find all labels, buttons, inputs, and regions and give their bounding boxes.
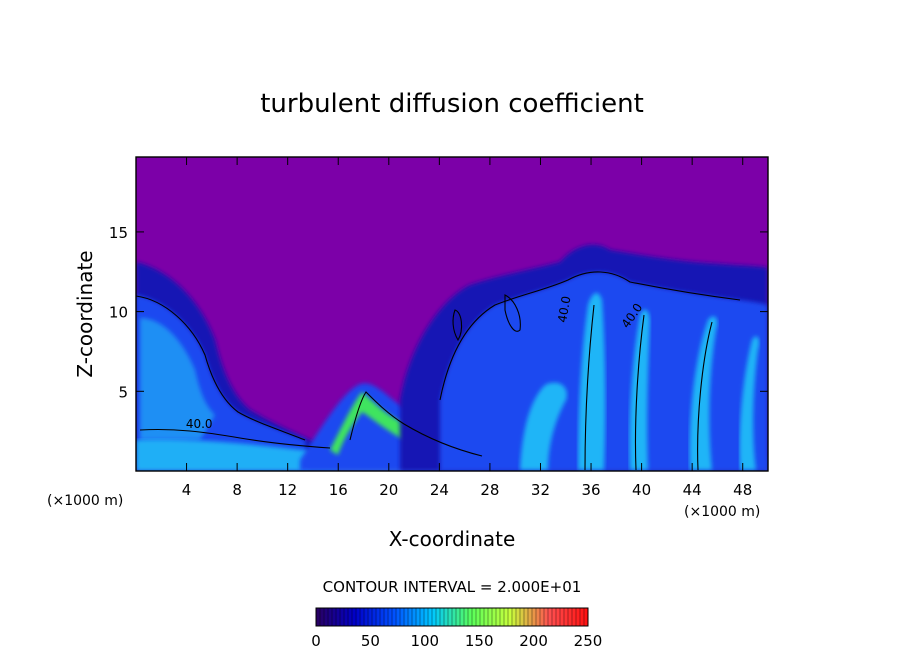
x-tick-label: 4: [182, 481, 192, 499]
left-cloud-inner: [140, 318, 215, 440]
colorbar-tick-label: 100: [410, 632, 439, 650]
contour-line: [136, 295, 306, 441]
colorbar-stripes: [319, 608, 585, 626]
plot-area: 40.040.040.0: [136, 157, 768, 471]
x-tick-label: 48: [733, 481, 752, 499]
x-tick-label: 40: [632, 481, 651, 499]
x-tick-label: 44: [683, 481, 702, 499]
x-tick-label: 24: [430, 481, 449, 499]
contour-label: 40.0: [186, 417, 213, 431]
colorbar-tick-label: 150: [465, 632, 494, 650]
colorbar-frame: [315, 607, 589, 627]
contour-label: 40.0: [555, 295, 573, 324]
contour-line: [697, 321, 713, 471]
contour-line: [504, 294, 521, 332]
x-unit-left: (×1000 m): [47, 493, 123, 509]
colorbar-tick-label: 200: [519, 632, 548, 650]
x-unit-right: (×1000 m): [684, 504, 760, 520]
x-tick-label: 12: [278, 481, 297, 499]
x-axis-label: X-coordinate: [389, 527, 516, 551]
y-tick-label: 10: [109, 304, 128, 322]
y-tick-label: 5: [118, 383, 128, 401]
tower-updraft-streak-4: [739, 336, 760, 470]
chart-title: turbulent diffusion coefficient: [260, 89, 644, 119]
colorbar-tick-label: 50: [361, 632, 380, 650]
contour-line: [634, 314, 645, 471]
contour-interval-text: CONTOUR INTERVAL = 2.000E+01: [323, 578, 582, 596]
contour-lines: [136, 271, 741, 471]
tower-updraft-streak-3: [689, 316, 718, 470]
x-tick-label: 20: [379, 481, 398, 499]
y-axis-label: Z-coordinate: [73, 250, 97, 377]
tower-updraft-streak: [578, 292, 606, 470]
tower-updraft-streak-2: [629, 309, 650, 470]
colorbar-ticks: 0 50 100 150 200 250: [311, 632, 602, 650]
contour-line: [439, 271, 741, 401]
colorbar-gradient: [316, 608, 588, 626]
contour-line: [584, 304, 595, 471]
turbulence-field: [136, 244, 768, 471]
colorbar-tick-label: 0: [311, 632, 321, 650]
contour-line: [349, 391, 483, 457]
plot-frame: [135, 156, 769, 472]
contour-line: [452, 309, 463, 342]
colorbar: 0 50 100 150 200 250: [311, 607, 602, 650]
x-axis-ticks: 4 8 12 16 20 24 28 32 36 40 44 48: [182, 157, 752, 499]
y-tick-label: 15: [109, 224, 128, 242]
x-tick-label: 32: [531, 481, 550, 499]
colorbar-tick-label: 250: [574, 632, 603, 650]
contour-line: [139, 428, 331, 449]
x-tick-label: 8: [232, 481, 242, 499]
x-tick-label: 28: [480, 481, 499, 499]
tower-base-streak: [520, 382, 567, 470]
x-tick-label: 36: [581, 481, 600, 499]
y-axis-ticks: 5 10 15: [109, 224, 768, 401]
x-tick-label: 16: [329, 481, 348, 499]
